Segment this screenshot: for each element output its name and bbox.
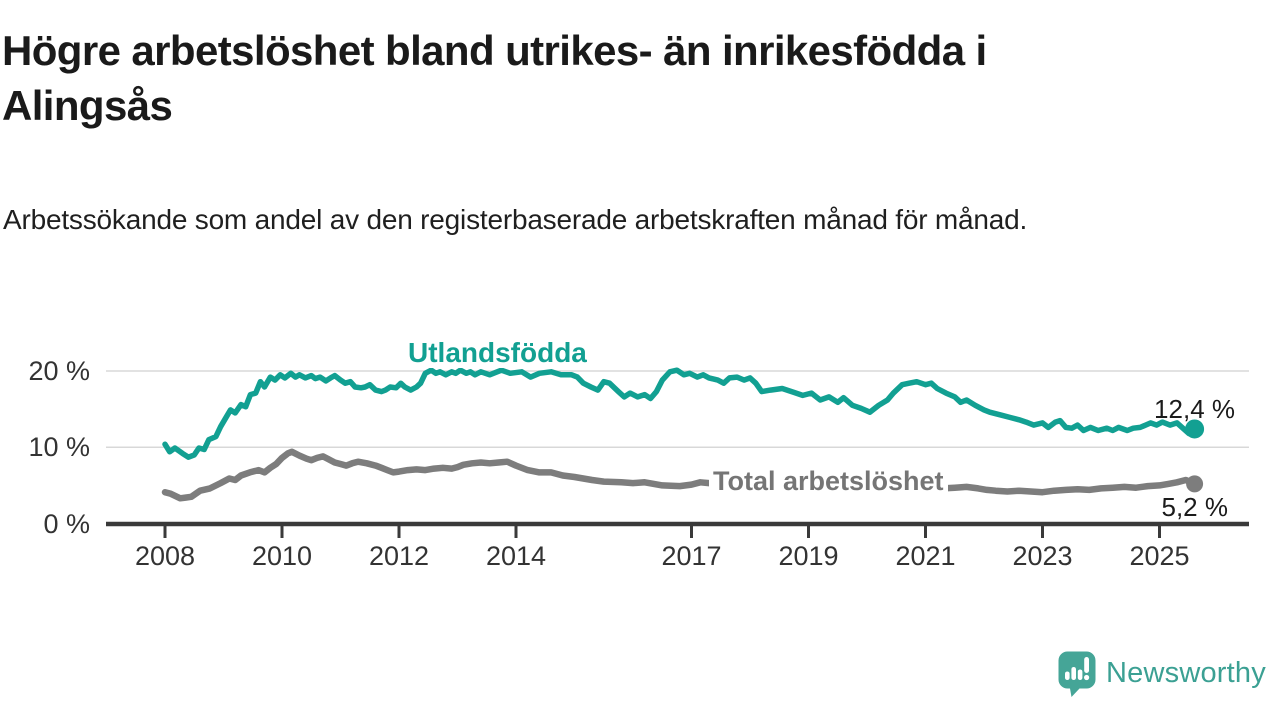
- newsworthy-logo-icon: [1058, 651, 1096, 697]
- series-label-total-arbetsloshet: Total arbetslöshet: [709, 466, 948, 496]
- y-axis-tick-label: 0 %: [43, 508, 90, 539]
- end-value-label-total: 5,2 %: [1161, 492, 1229, 522]
- series-line-utlandsfodda: [162, 367, 1198, 460]
- series-end-dot-utlandsfodda: [1185, 419, 1205, 439]
- x-axis-tick-label: 2023: [1012, 541, 1073, 571]
- x-axis-tick-label: 2019: [778, 541, 839, 571]
- x-axis-tick-label: 2025: [1129, 541, 1190, 571]
- x-axis-tick-label: 2008: [134, 541, 196, 571]
- x-axis-tick-label: 2012: [368, 541, 430, 571]
- x-axis-tick-label: 2017: [661, 541, 722, 571]
- newsworthy-logo: Newsworthy: [1057, 650, 1266, 697]
- chart-subtitle: Arbetssökande som andel av den registerb…: [3, 204, 1028, 235]
- y-axis-tick-label: 10 %: [28, 432, 90, 463]
- end-value-label-utlandsfodda: 12,4 %: [1154, 394, 1235, 424]
- series-label-utlandsfodda: Utlandsfödda: [404, 338, 591, 368]
- y-axis-tick-label: 20 %: [28, 356, 90, 386]
- newsworthy-logo-text: Newsworthy: [1106, 657, 1266, 689]
- series-line-total: [161, 448, 1198, 502]
- x-axis-tick-label: 2010: [251, 541, 313, 571]
- series-end-dot-total: [1186, 475, 1204, 493]
- x-axis-tick-label: 2014: [485, 541, 547, 571]
- x-axis-tick-label: 2021: [895, 541, 956, 571]
- chart-title: Högre arbetslöshet bland utrikes- än inr…: [2, 27, 987, 129]
